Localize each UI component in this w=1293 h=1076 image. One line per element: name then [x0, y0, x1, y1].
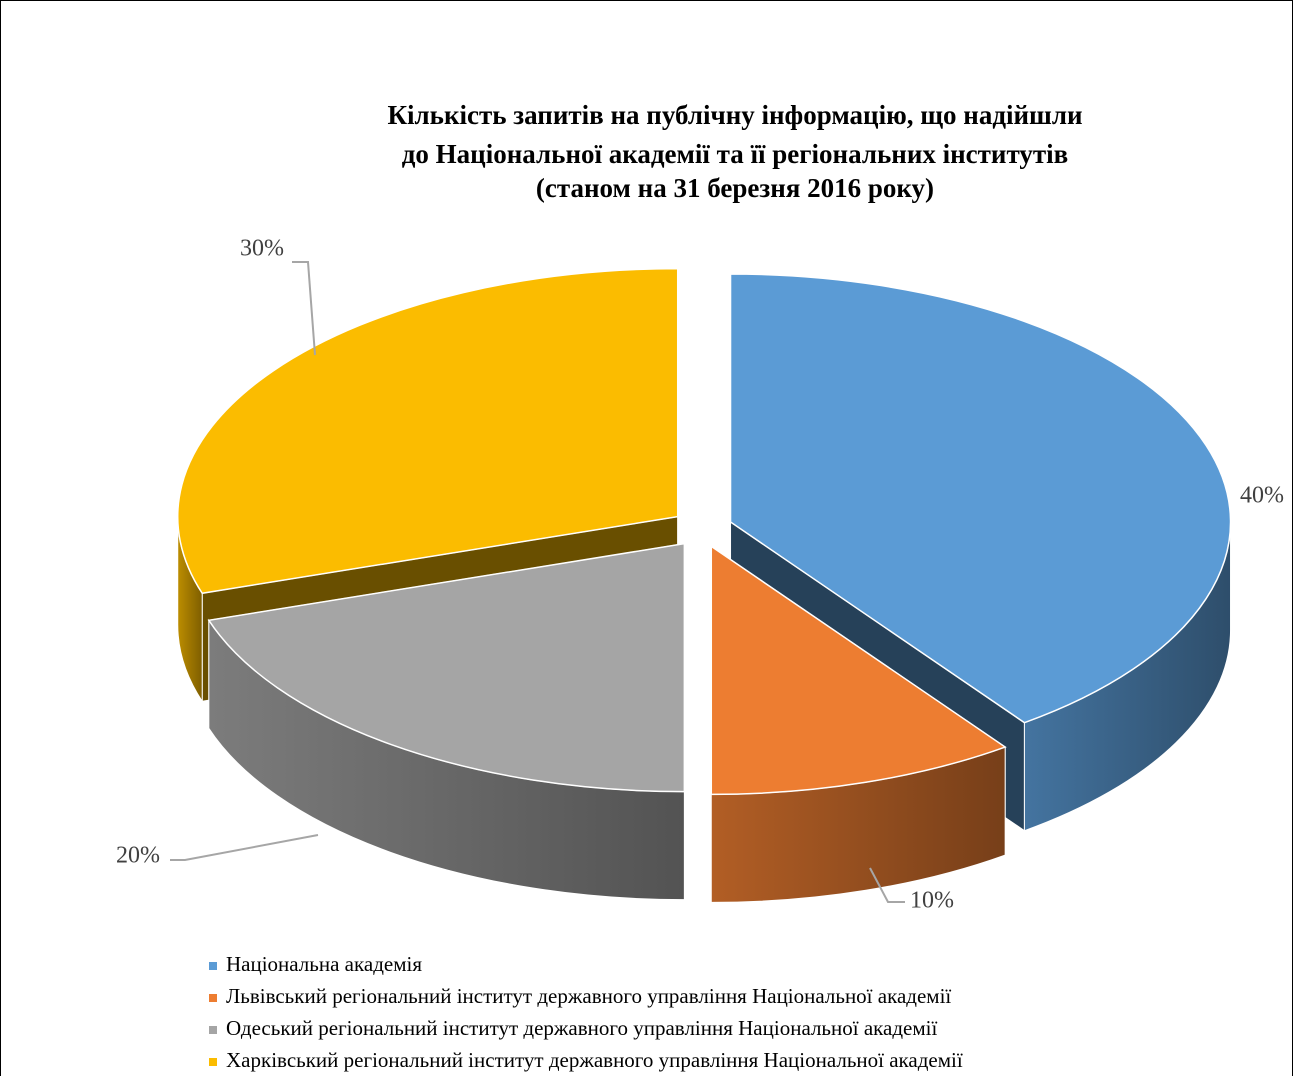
chart-title: (станом на 31 березня 2016 року)	[536, 173, 934, 203]
chart-title: до Національної академії та її регіональ…	[402, 139, 1068, 169]
data-label: 20%	[116, 843, 160, 869]
pie	[177, 267, 1232, 903]
slice	[710, 544, 1007, 796]
legend-label: Національна академія	[226, 952, 422, 976]
legend-swatch	[209, 1026, 217, 1034]
legend-swatch	[209, 962, 217, 970]
data-label: 30%	[240, 236, 284, 262]
data-label: 40%	[1240, 483, 1284, 509]
slice	[729, 273, 1232, 724]
leader-line	[869, 867, 905, 903]
legend-swatch	[209, 994, 217, 1002]
legend-label: Львівський регіональний інститут державн…	[226, 984, 951, 1008]
chart-title: Кількість запитів на публічну інформацію…	[387, 100, 1082, 130]
legend-label: Харківський регіональний інститут держав…	[226, 1048, 963, 1072]
legend-swatch	[209, 1058, 217, 1066]
leader-line	[170, 834, 319, 861]
data-label: 10%	[910, 888, 954, 914]
slice	[177, 267, 679, 595]
legend-label: Одеський регіональний інститут державног…	[226, 1016, 937, 1040]
slice	[207, 542, 686, 793]
leader-line	[292, 261, 316, 356]
